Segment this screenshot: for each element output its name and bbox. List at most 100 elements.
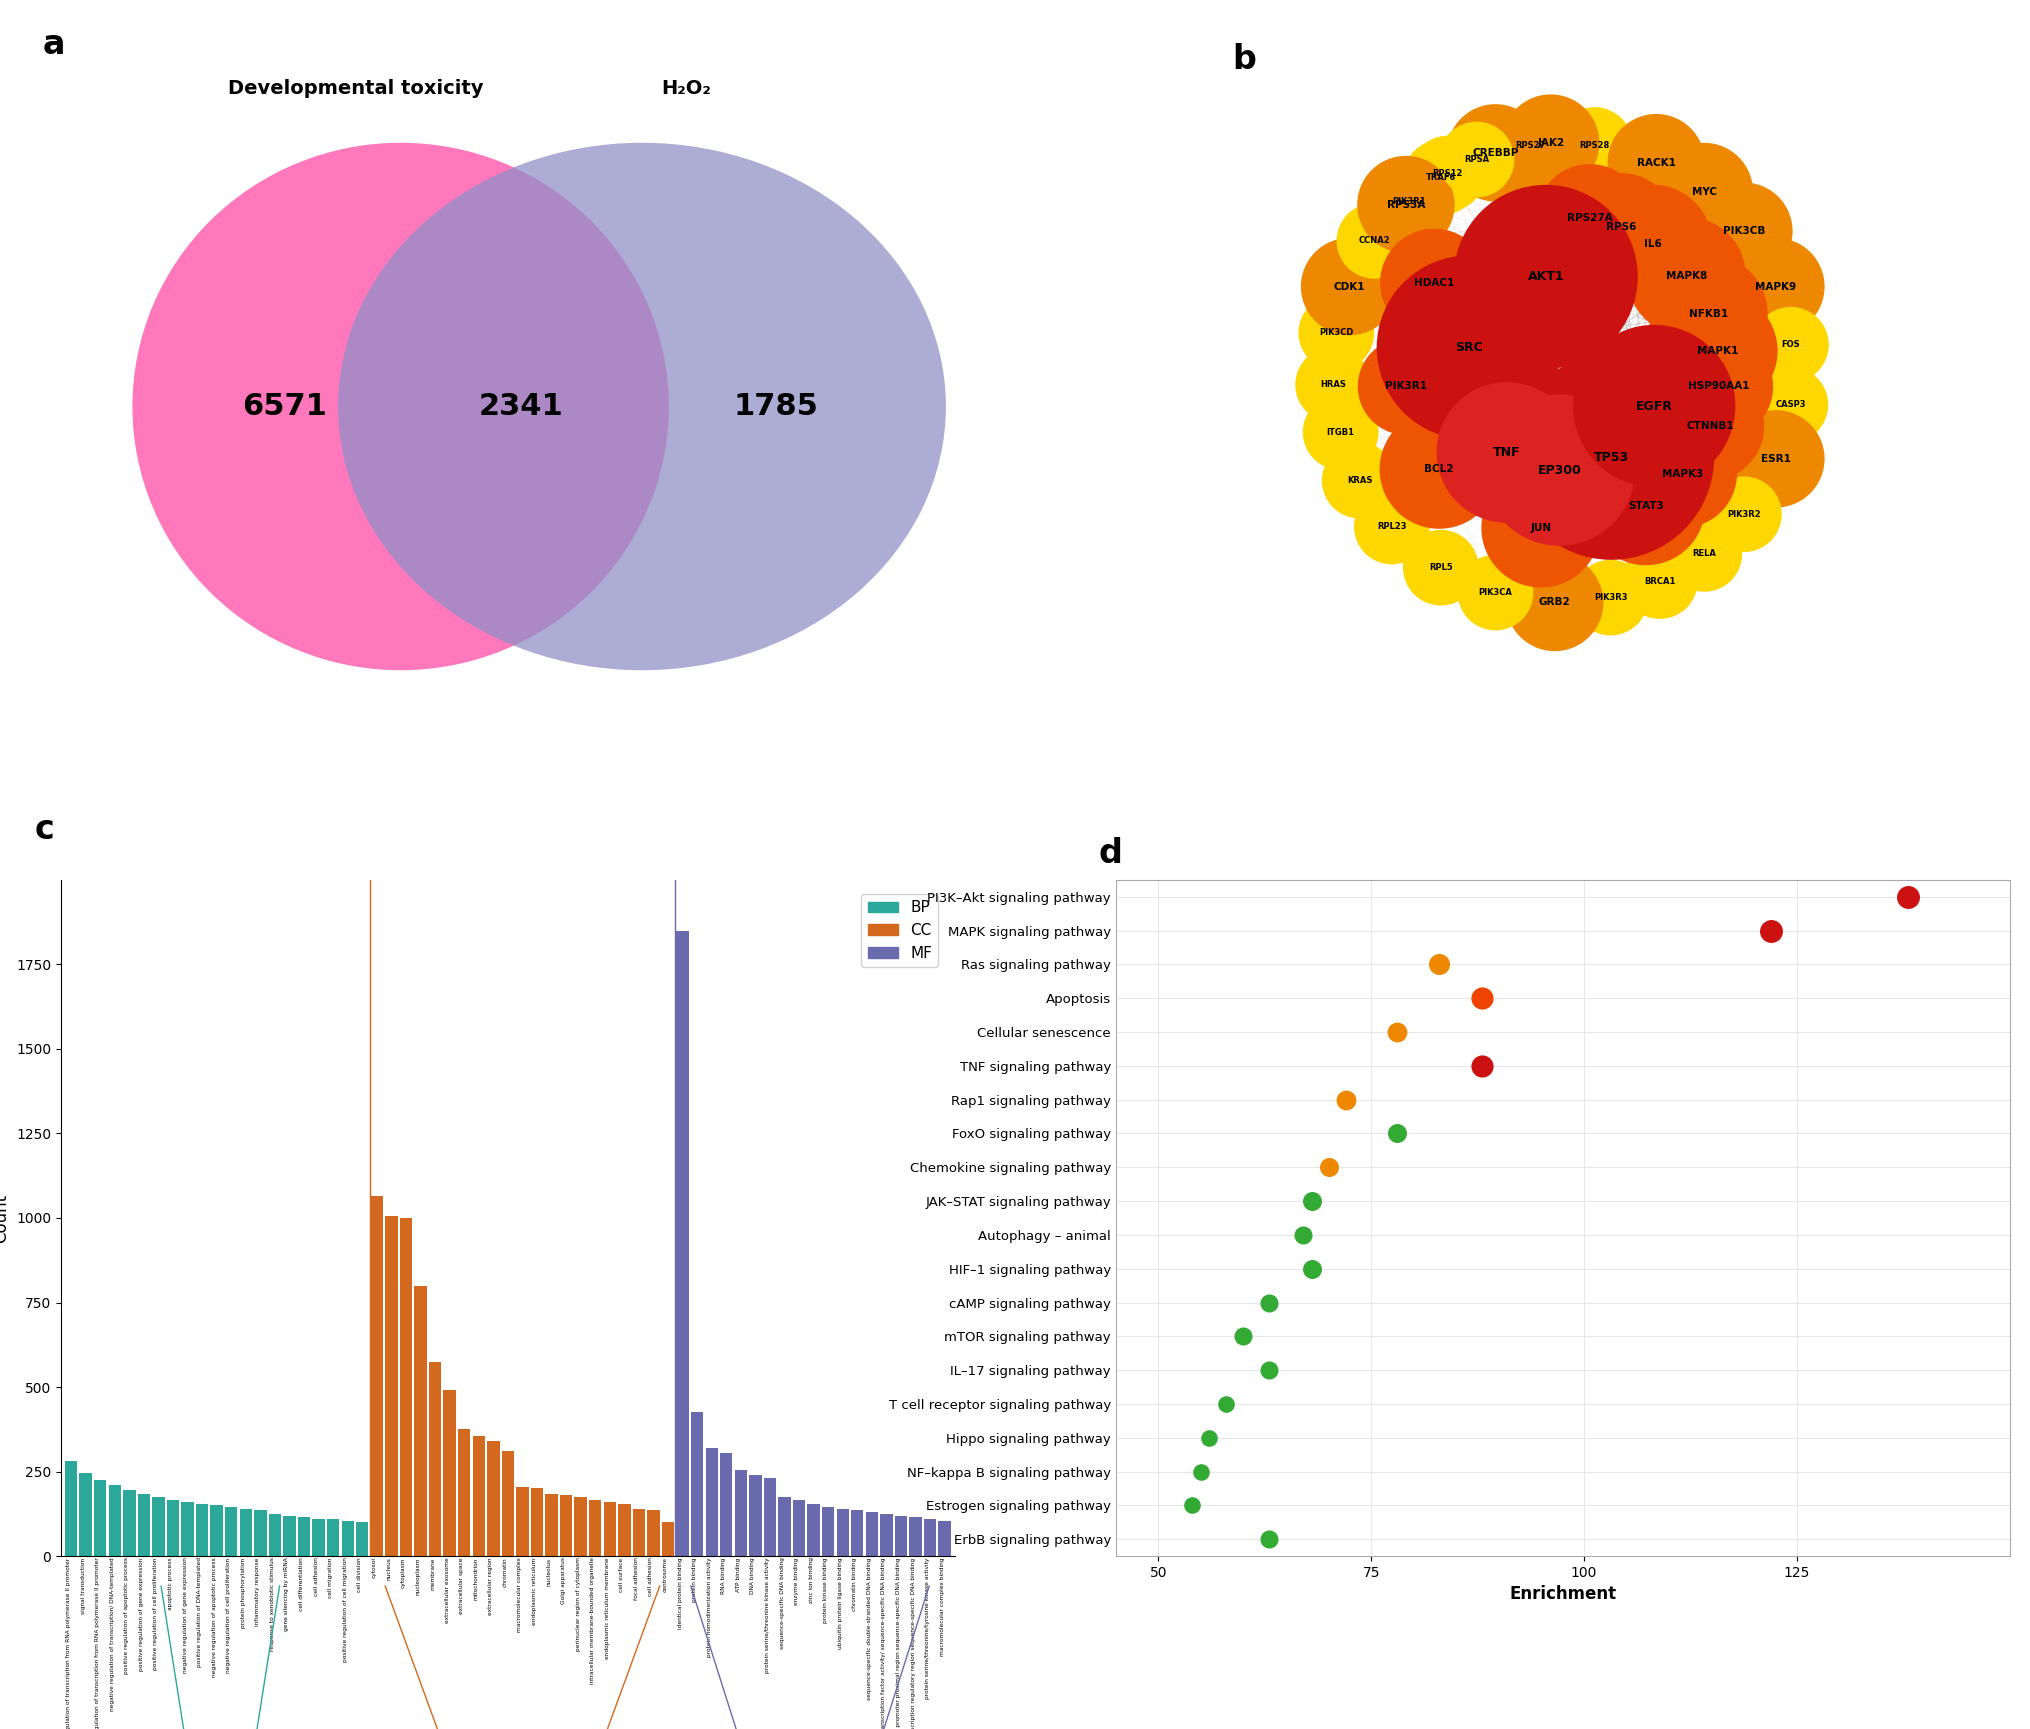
Text: TRAF6: TRAF6 [1425,173,1456,182]
Text: CCNA2: CCNA2 [1358,237,1391,246]
Bar [881,1515,893,1556]
Bar [721,1452,733,1556]
Text: RPS6: RPS6 [1606,223,1636,232]
Text: CREBBP: CREBBP [1472,147,1518,157]
Point [1311,1153,1344,1181]
Circle shape [1354,489,1429,564]
Text: BCL2: BCL2 [1425,465,1453,474]
Point [1253,1288,1285,1316]
Text: PIK3R2: PIK3R2 [1728,510,1760,519]
Bar [735,1470,747,1556]
Text: CASP3: CASP3 [1774,399,1805,410]
Circle shape [1754,306,1829,382]
Text: H₂O₂: H₂O₂ [662,80,713,99]
Bar [501,1451,514,1556]
Circle shape [1403,529,1478,605]
Text: 1785: 1785 [733,392,818,420]
Text: RACK1: RACK1 [1636,157,1675,168]
Bar [65,1461,77,1556]
Text: KRAS: KRAS [1348,475,1372,486]
Circle shape [1303,394,1378,470]
Circle shape [1295,348,1370,422]
Text: d: d [1098,837,1123,870]
Circle shape [1648,254,1768,373]
Point [1380,1120,1413,1148]
Circle shape [1439,121,1514,197]
Text: MAPK8: MAPK8 [1667,271,1707,282]
Circle shape [1752,367,1829,443]
Text: HDAC1: HDAC1 [1415,278,1453,287]
Text: 6571: 6571 [242,392,327,420]
Bar [836,1509,849,1556]
Bar [706,1447,719,1556]
Bar [459,1430,471,1556]
Point [1295,1255,1328,1283]
Y-axis label: Count: Count [0,1193,10,1243]
Bar [546,1494,558,1556]
Bar [473,1437,485,1556]
Circle shape [1594,185,1711,304]
Circle shape [1585,446,1705,565]
Bar [648,1511,660,1556]
Bar [589,1501,601,1556]
Bar [108,1485,122,1556]
Bar [371,1196,384,1556]
Ellipse shape [132,144,668,671]
Circle shape [1506,553,1604,652]
Text: IL6: IL6 [1644,239,1663,249]
Point [1380,1018,1413,1046]
Bar [240,1509,252,1556]
Circle shape [1358,156,1456,252]
Text: RPL23: RPL23 [1376,522,1407,531]
Bar [822,1508,834,1556]
Point [1892,884,1924,911]
Text: JAK2: JAK2 [1537,138,1565,149]
Bar [254,1511,266,1556]
Point [1756,916,1788,944]
Circle shape [1403,140,1478,216]
Text: FOS: FOS [1782,341,1801,349]
Circle shape [1557,107,1632,183]
Text: RPS3A: RPS3A [1386,199,1425,209]
Text: a: a [43,28,65,61]
Text: RPS27: RPS27 [1516,140,1547,149]
Circle shape [1537,164,1644,271]
Text: MAPK9: MAPK9 [1756,282,1797,292]
Bar [428,1362,441,1556]
Text: PIK3CB: PIK3CB [1723,226,1766,237]
Text: PIK3R1: PIK3R1 [1384,382,1427,391]
Circle shape [1608,114,1705,211]
Circle shape [1322,443,1397,519]
Text: TP53: TP53 [1594,451,1628,463]
Circle shape [1447,104,1545,202]
Point [1194,1425,1226,1452]
Bar [633,1509,646,1556]
Bar [341,1520,353,1556]
Text: HRAS: HRAS [1320,380,1346,389]
Legend: BP, CC, MF: BP, CC, MF [861,894,938,967]
X-axis label: Enrichment: Enrichment [1508,1585,1616,1603]
Text: JUN: JUN [1531,524,1551,533]
Circle shape [1573,560,1648,636]
Bar [443,1390,457,1556]
Ellipse shape [339,144,946,671]
Text: EP300: EP300 [1537,463,1581,477]
Circle shape [1705,477,1782,552]
Bar [124,1490,136,1556]
Point [1287,1221,1320,1248]
Point [1253,1356,1285,1383]
Text: CDK1: CDK1 [1334,282,1366,292]
Text: c: c [35,813,55,845]
Text: RPS28: RPS28 [1579,140,1610,149]
Bar [327,1518,339,1556]
Text: BRCA1: BRCA1 [1644,576,1675,586]
Bar [924,1518,936,1556]
Text: NFKB1: NFKB1 [1689,309,1728,318]
Text: PIK3CA: PIK3CA [1478,588,1512,597]
Circle shape [1656,372,1764,481]
Bar [79,1473,91,1556]
Bar [530,1489,544,1556]
Bar [284,1516,296,1556]
Bar [603,1503,615,1556]
Circle shape [1626,216,1746,335]
